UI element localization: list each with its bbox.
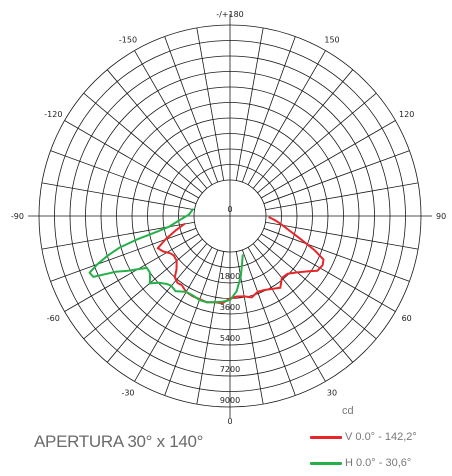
grid-spoke [41,221,195,250]
ring-label: 3600 [220,303,240,312]
series-layer [88,208,325,305]
grid-spoke [247,50,326,186]
angle-label: -120 [44,110,62,119]
angle-label: 30 [327,389,337,398]
grid-spoke [50,150,197,205]
grid-spoke [257,238,377,340]
grid-spoke [134,246,213,382]
ring-label-zero: 0 [227,205,232,214]
unit-label: cd [342,405,354,417]
grid-spoke [64,120,200,199]
angle-label: 0 [227,417,232,426]
grid-spoke [196,27,225,181]
grid-spoke [196,251,225,405]
grid-spoke [164,36,219,183]
grid-spoke [241,249,296,396]
grid-spoke [106,69,208,189]
grid-spoke [106,243,208,363]
grid-spoke [265,182,419,211]
grid-spoke [265,221,419,250]
series-v-curve [156,216,325,305]
legend-swatch-green [310,461,342,465]
series-h-curve [88,208,244,304]
grid-spoke [50,227,197,282]
angle-label: 60 [402,314,412,323]
grid-spoke [64,233,200,312]
legend-item-vertical: V 0.0° - 142,2° [310,430,417,444]
angle-label: 150 [324,35,339,44]
grid-spoke [164,249,219,396]
grid-spoke [257,92,377,194]
grid-spoke [263,150,410,205]
ring-label: 1800 [220,272,240,281]
grid-spoke [83,92,203,194]
grid-spoke [260,120,396,199]
grid-spoke [83,238,203,340]
grid-spoke [241,36,296,183]
angle-label: 90 [436,212,446,221]
grid-spoke [134,50,213,186]
polar-grid [28,14,432,418]
legend-item-horizontal: H 0.0° - 30,6° [310,456,411,470]
grid-spoke [41,182,195,211]
grid-spoke [263,227,410,282]
legend-swatch-red [310,435,342,439]
angle-label: -/+180 [216,10,244,19]
grid-spoke [235,27,264,181]
ring-label: 5400 [220,334,240,343]
angle-label: -90 [11,212,24,221]
legend-label-horizontal: H 0.0° - 30,6° [345,457,412,469]
legend-label-vertical: V 0.0° - 142,2° [345,431,417,443]
angle-label: -150 [119,35,137,44]
angle-labels: 0 30 60 90 120 150 -/+180 -150 -120 -90 -60 -30 [11,10,446,426]
grid-spoke [247,246,326,382]
chart-caption: APERTURA 30° x 140° [34,432,204,451]
ring-label: 7200 [220,365,240,374]
grid-spoke [252,243,354,363]
ring-label: 9000 [220,396,240,405]
grid-spoke [260,233,396,312]
angle-label: -60 [47,314,60,323]
ring-labels: 1800 3600 5400 7200 9000 0 [220,205,240,405]
angle-label: 120 [399,110,414,119]
angle-label: -30 [121,389,134,398]
grid-spoke [252,69,354,189]
